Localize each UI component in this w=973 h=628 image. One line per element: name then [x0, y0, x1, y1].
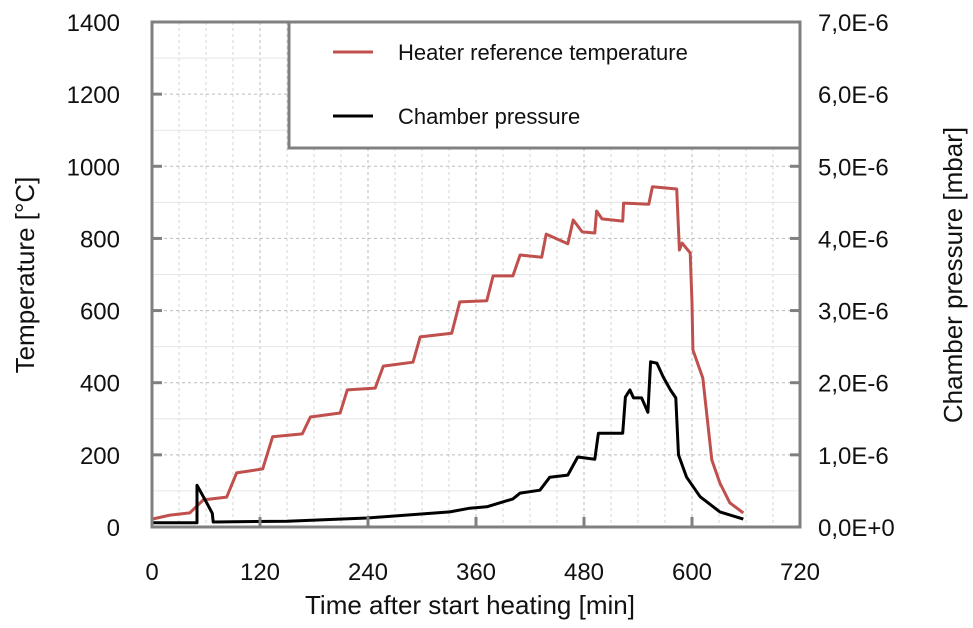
x-axis-title: Time after start heating [min]: [305, 590, 635, 620]
x-tick-label: 600: [672, 559, 712, 586]
y-tick-label: 1000: [67, 154, 120, 181]
pressure-line: [152, 360, 744, 525]
ticks: 0 0,0E+0 200 1,0E-6 400 2,0E-6 600 3,0E-6 800 4,0…: [67, 10, 895, 586]
x-tick-label: 360: [456, 559, 496, 586]
y-tick-label: 1400: [67, 10, 120, 37]
y2-tick-label: 6,0E-6: [818, 82, 889, 109]
x-tick-label: 720: [780, 559, 820, 586]
y-tick-label: 800: [80, 226, 120, 253]
x-tick-label: 240: [348, 559, 388, 586]
y-tick-label: 1200: [67, 82, 120, 109]
y2-tick-label: 5,0E-6: [818, 154, 889, 181]
y2-tick-label: 7,0E-6: [818, 10, 889, 37]
y2-tick-label: 0,0E+0: [818, 515, 895, 542]
x-tick-label: 120: [240, 559, 280, 586]
legend-label-temperature: Heater reference temperature: [398, 40, 688, 65]
y2-tick-label: 1,0E-6: [818, 443, 889, 470]
legend-box: [287, 20, 802, 150]
y-tick-label: 0: [107, 515, 120, 542]
y2-tick-label: 2,0E-6: [818, 371, 889, 398]
x-tick-label: 0: [145, 559, 158, 586]
y2-axis-title: Chamber pressure [mbar]: [938, 127, 968, 423]
y-tick-label: 600: [80, 299, 120, 326]
y-tick-label: 400: [80, 371, 120, 398]
y2-tick-label: 4,0E-6: [818, 226, 889, 253]
x-tick-label: 480: [564, 559, 604, 586]
y2-tick-label: 3,0E-6: [818, 299, 889, 326]
y-axis-title: Temperature [°C]: [10, 177, 40, 374]
legend-label-pressure: Chamber pressure: [398, 104, 580, 129]
legend: Heater reference temperature Chamber pre…: [287, 20, 802, 150]
temperature-line: [151, 185, 745, 521]
series-layer: [151, 185, 745, 525]
y-tick-label: 200: [80, 443, 120, 470]
